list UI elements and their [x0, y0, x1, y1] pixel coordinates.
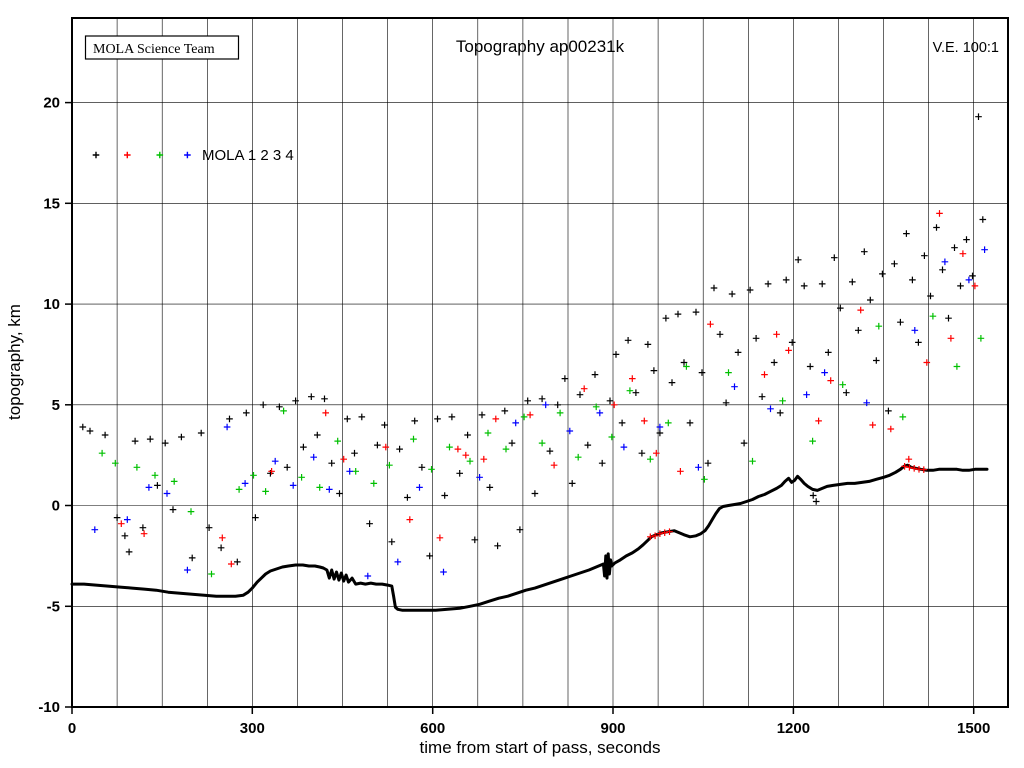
noise-mola-1 — [79, 113, 987, 566]
chart-title: Topography ap00231k — [456, 37, 625, 56]
x-tick-label: 0 — [68, 720, 76, 737]
x-axis-label: time from start of pass, seconds — [420, 738, 661, 757]
x-tick-label: 1200 — [777, 720, 810, 737]
x-tick-label: 600 — [420, 720, 445, 737]
y-tick-label: -10 — [38, 699, 60, 716]
track-red-overlay — [647, 463, 928, 541]
axis-ticks-layer: 0 300 600 900 1200 1500 -10 -5 0 5 10 15 20 — [38, 95, 990, 737]
y-tick-label: 5 — [52, 397, 60, 414]
legend-plus-icon — [156, 151, 164, 159]
legend-plus-icon — [124, 151, 131, 159]
x-tick-label: 1500 — [957, 720, 990, 737]
noise-mola-3 — [98, 312, 985, 578]
mola-ground-track — [70, 463, 989, 612]
gridlines-layer — [72, 18, 1008, 707]
y-tick-label: -5 — [47, 598, 60, 615]
legend-label: MOLA 1 2 3 4 — [202, 147, 294, 164]
y-tick-label: 20 — [43, 95, 60, 112]
credit-box — [84, 35, 240, 60]
plot-frame — [71, 17, 1009, 708]
x-tick-label: 900 — [600, 720, 625, 737]
y-tick-label: 10 — [43, 296, 60, 313]
y-axis-label: topography, km — [5, 304, 24, 420]
vertical-exaggeration-label: V.E. 100:1 — [933, 40, 999, 56]
y-tick-label: 15 — [43, 195, 60, 212]
legend-plus-icon — [92, 151, 100, 159]
noise-mola-4 — [91, 246, 988, 580]
credit-text: MOLA Science Team — [93, 42, 215, 57]
data-layer — [70, 113, 989, 612]
legend-plus-icon — [184, 151, 191, 159]
legend-markers — [92, 151, 191, 159]
y-tick-label: 0 — [52, 498, 60, 515]
noise-mola-2 — [118, 210, 979, 568]
x-tick-label: 300 — [240, 720, 265, 737]
